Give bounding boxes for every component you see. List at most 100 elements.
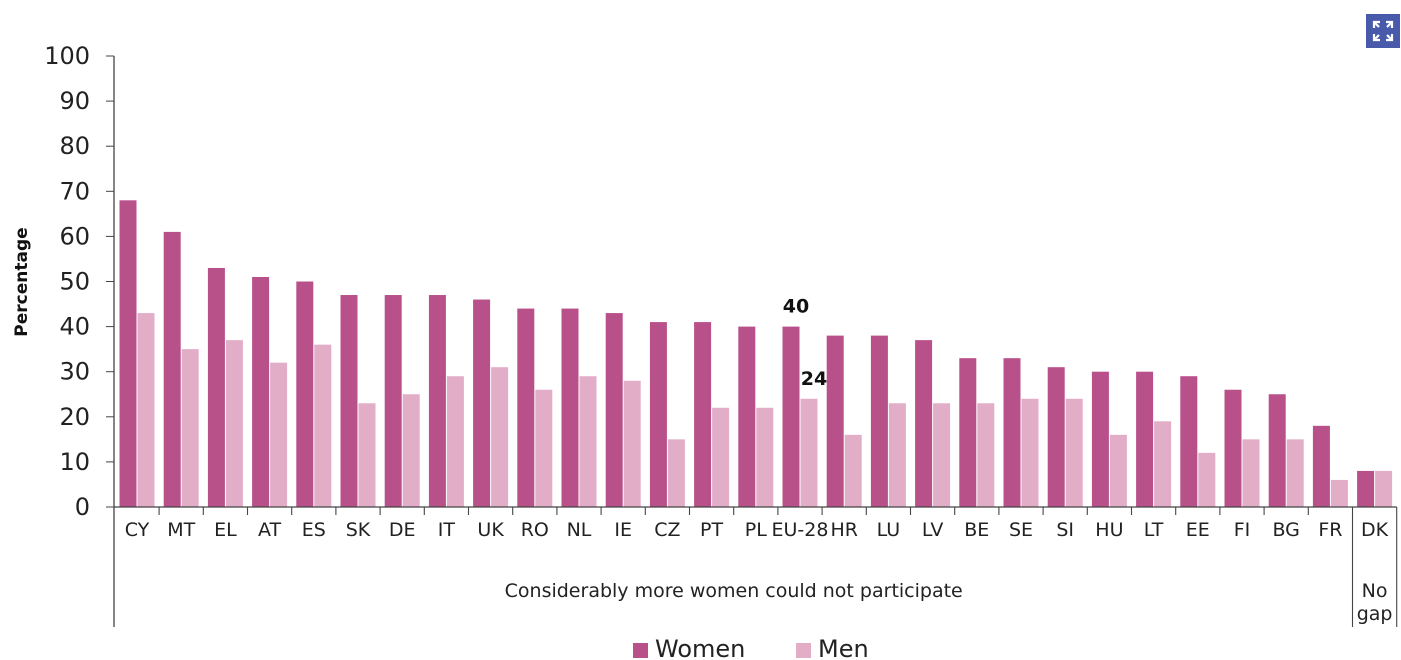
legend: Women Men bbox=[633, 635, 869, 660]
bar-women-lv bbox=[915, 340, 933, 507]
bar-women-lu bbox=[870, 335, 888, 507]
x-tick-label: HU bbox=[1095, 519, 1123, 541]
bar-men-be bbox=[977, 403, 995, 507]
bar-men-mt bbox=[181, 349, 199, 507]
bar-men-lu bbox=[888, 403, 906, 507]
x-tick-label: SK bbox=[346, 519, 371, 541]
x-tick-label: FI bbox=[1234, 519, 1251, 541]
bars bbox=[119, 200, 1393, 507]
bar-men-de bbox=[402, 394, 420, 507]
legend-label-women: Women bbox=[655, 635, 745, 660]
x-tick-label: EE bbox=[1186, 519, 1210, 541]
bar-women-hu bbox=[1091, 371, 1109, 507]
bar-women-ie bbox=[605, 313, 623, 507]
x-tick-label: DK bbox=[1361, 519, 1389, 541]
expand-button[interactable] bbox=[1366, 14, 1400, 48]
x-tick-label: RO bbox=[521, 519, 549, 541]
bar-men-bg bbox=[1286, 439, 1304, 507]
bar-women-pt bbox=[694, 322, 712, 507]
x-tick-label: CZ bbox=[654, 519, 680, 541]
bar-women-uk bbox=[473, 299, 491, 507]
x-tick-label: PT bbox=[700, 519, 723, 541]
bar-women-cy bbox=[119, 200, 137, 507]
bar-men-si bbox=[1065, 398, 1083, 507]
bar-men-hr bbox=[844, 434, 862, 507]
y-tick-label: 70 bbox=[59, 177, 90, 205]
bar-women-si bbox=[1047, 367, 1065, 507]
x-axis-labels: CY MT EL AT ES SK DE IT UK RO NL IE CZ PT PL EU-28 HR LU L… bbox=[125, 519, 1389, 541]
x-tick-label: LU bbox=[877, 519, 901, 541]
bar-women-nl bbox=[561, 308, 579, 507]
bar-men-sk bbox=[358, 403, 376, 507]
bar-women-fr bbox=[1312, 425, 1330, 507]
x-tick-label: SI bbox=[1056, 519, 1074, 541]
y-tick-label: 0 bbox=[75, 493, 90, 521]
x-tick-label: BE bbox=[964, 519, 989, 541]
expand-icon bbox=[1372, 20, 1394, 42]
bar-men-el bbox=[225, 340, 243, 507]
x-tick-label: EL bbox=[214, 519, 237, 541]
y-tick-label: 20 bbox=[59, 403, 90, 431]
group-label-no-gap: gap bbox=[1357, 603, 1393, 625]
data-labels: 40 24 bbox=[783, 296, 827, 390]
bar-men-fr bbox=[1330, 479, 1348, 507]
bar-women-pl bbox=[738, 326, 756, 507]
legend-swatch-women bbox=[633, 643, 648, 658]
bar-women-at bbox=[252, 276, 270, 507]
bar-men-ie bbox=[623, 380, 641, 507]
x-tick-label: FR bbox=[1318, 519, 1342, 541]
x-tick-label: NL bbox=[567, 519, 592, 541]
bar-men-uk bbox=[491, 367, 509, 507]
bar-men-pl bbox=[756, 407, 774, 507]
bar-women-it bbox=[428, 295, 446, 507]
bar-men-ee bbox=[1198, 452, 1216, 507]
x-tick-label: PL bbox=[745, 519, 767, 541]
bar-men-at bbox=[270, 362, 288, 507]
bar-women-fi bbox=[1224, 389, 1242, 507]
x-tick-label: LT bbox=[1144, 519, 1164, 541]
bar-men-se bbox=[1021, 398, 1039, 507]
bar-men-cz bbox=[667, 439, 685, 507]
bar-men-lt bbox=[1154, 421, 1172, 507]
y-axis-ticks: 0 10 20 30 40 50 60 70 80 90 100 bbox=[44, 42, 114, 521]
bar-women-dk bbox=[1357, 470, 1375, 507]
y-tick-label: 60 bbox=[59, 222, 90, 250]
bar-men-hu bbox=[1109, 434, 1127, 507]
y-tick-label: 80 bbox=[59, 132, 90, 160]
x-tick-label: IE bbox=[614, 519, 632, 541]
legend-label-men: Men bbox=[818, 635, 869, 660]
y-tick-label: 40 bbox=[59, 313, 90, 341]
x-tick-label: BG bbox=[1272, 519, 1299, 541]
y-tick-label: 100 bbox=[44, 42, 90, 70]
group-label-no-gap: No bbox=[1362, 580, 1388, 602]
bar-men-eu-28 bbox=[800, 398, 818, 507]
y-axis-label: Percentage bbox=[12, 227, 32, 336]
x-tick-label: DE bbox=[389, 519, 416, 541]
bar-men-es bbox=[314, 344, 332, 507]
bar-women-be bbox=[959, 358, 977, 507]
bar-women-sk bbox=[340, 295, 358, 507]
y-tick-label: 30 bbox=[59, 358, 90, 386]
bar-women-mt bbox=[163, 231, 181, 507]
x-tick-label: EU-28 bbox=[772, 519, 829, 541]
data-label-women-eu-28: 40 bbox=[783, 296, 809, 318]
bar-women-lt bbox=[1136, 371, 1154, 507]
y-tick-label: 10 bbox=[59, 448, 90, 476]
group-label-gap: Considerably more women could not partic… bbox=[505, 580, 963, 602]
x-tick-label: LV bbox=[922, 519, 944, 541]
x-tick-label: CY bbox=[125, 519, 150, 541]
bar-women-bg bbox=[1268, 394, 1286, 507]
bar-women-es bbox=[296, 281, 314, 507]
x-tick-label: HR bbox=[830, 519, 858, 541]
y-tick-label: 50 bbox=[59, 268, 90, 296]
bar-men-ro bbox=[535, 389, 553, 507]
bar-women-ee bbox=[1180, 376, 1198, 507]
bar-women-hr bbox=[826, 335, 844, 507]
x-tick-label: ES bbox=[302, 519, 326, 541]
bar-men-cy bbox=[137, 313, 155, 507]
x-tick-label: MT bbox=[167, 519, 195, 541]
axes bbox=[113, 56, 1398, 627]
bar-women-ro bbox=[517, 308, 535, 507]
bar-men-fi bbox=[1242, 439, 1260, 507]
